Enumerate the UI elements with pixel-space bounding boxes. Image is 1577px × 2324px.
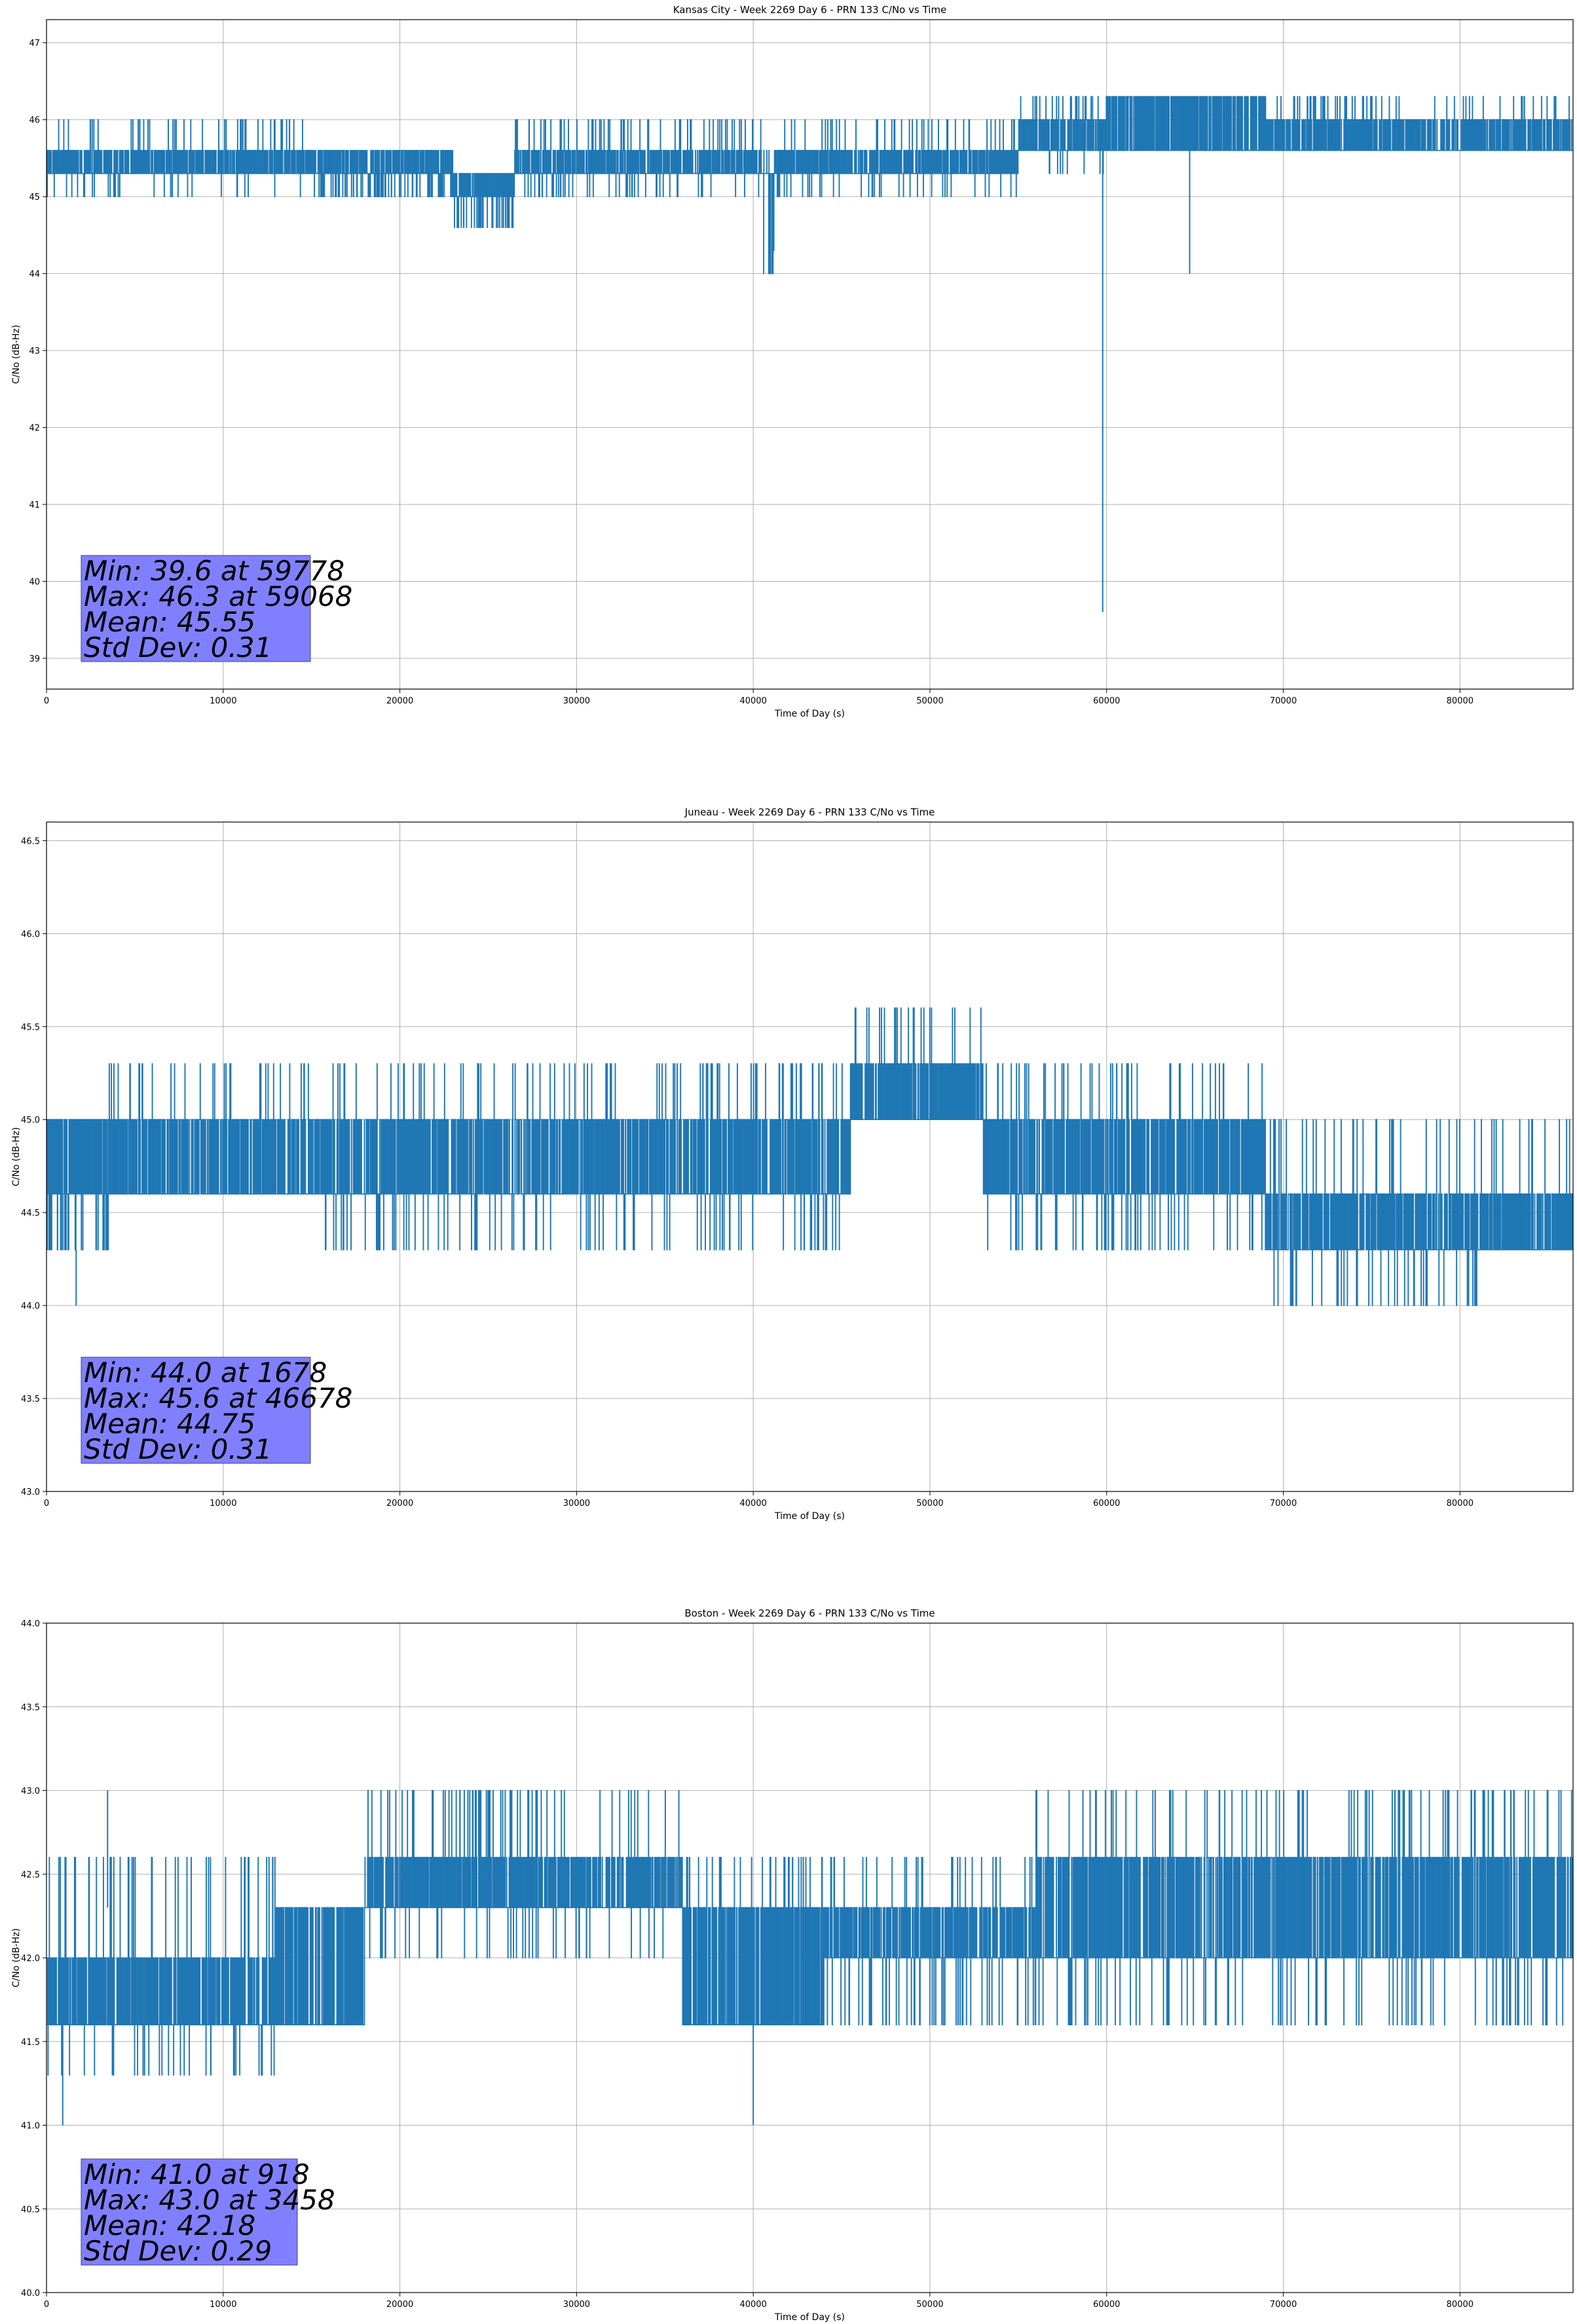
x-tick-label: 70000	[1270, 2300, 1297, 2310]
stats-line: Max: 45.6 at 46678	[84, 1382, 352, 1414]
x-tick-label: 30000	[563, 2300, 590, 2310]
y-tick-label: 44.5	[21, 1209, 40, 1218]
data-series-line	[46, 96, 1573, 274]
stats-line: Min: 39.6 at 59778	[84, 555, 344, 587]
y-tick-label: 40	[29, 578, 40, 588]
x-tick-label: 10000	[210, 2300, 236, 2310]
y-tick-label: 43	[29, 347, 40, 356]
y-tick-label: 39	[29, 654, 40, 664]
y-tick-label: 41.5	[21, 2038, 40, 2048]
x-axis-label: Time of Day (s)	[774, 2312, 845, 2323]
y-tick-label: 42.0	[21, 1954, 40, 1964]
stats-line: Std Dev: 0.31	[84, 631, 272, 664]
stats-line: Mean: 44.75	[84, 1408, 255, 1440]
y-axis-label: C/No (dB-Hz)	[11, 325, 22, 384]
y-tick-label: 43.0	[21, 1488, 40, 1497]
stats-box	[81, 555, 311, 662]
y-axis-label: C/No (dB-Hz)	[11, 1127, 22, 1186]
x-tick-label: 80000	[1447, 1499, 1474, 1509]
x-tick-label: 20000	[386, 1499, 413, 1509]
stats-box	[81, 1357, 311, 1464]
x-tick-label: 60000	[1093, 2300, 1120, 2310]
x-tick-label: 20000	[386, 2300, 413, 2310]
x-tick-label: 50000	[916, 2300, 943, 2310]
y-tick-label: 40.0	[21, 2289, 40, 2298]
stats-line: Min: 44.0 at 1678	[84, 1357, 327, 1389]
stats-line: Std Dev: 0.29	[84, 2235, 272, 2267]
x-tick-label: 0	[44, 1499, 49, 1509]
x-tick-label: 10000	[210, 696, 236, 706]
y-tick-label: 43.5	[21, 1703, 40, 1713]
y-tick-label: 46	[29, 116, 40, 126]
chart-title: Kansas City - Week 2269 Day 6 - PRN 133 …	[673, 4, 947, 16]
x-tick-label: 70000	[1270, 1499, 1297, 1509]
chart-panel	[43, 1622, 1574, 2296]
y-tick-label: 44.0	[21, 1302, 40, 1311]
x-tick-label: 20000	[386, 696, 413, 706]
data-series-line	[46, 1790, 1573, 2076]
x-axis-label: Time of Day (s)	[774, 709, 845, 719]
x-tick-label: 80000	[1447, 696, 1474, 706]
axes-frame	[46, 19, 1574, 690]
y-tick-label: 43.0	[21, 1787, 40, 1797]
chart-panel	[43, 19, 1574, 693]
stats-line: Std Dev: 0.31	[84, 1433, 272, 1465]
y-tick-label: 46.5	[21, 836, 40, 846]
y-tick-label: 41.0	[21, 2122, 40, 2131]
y-tick-label: 42.5	[21, 1870, 40, 1880]
y-tick-label: 45.0	[21, 1115, 40, 1125]
x-axis-label: Time of Day (s)	[774, 1511, 845, 1522]
x-tick-label: 70000	[1270, 696, 1297, 706]
x-tick-label: 30000	[563, 1499, 590, 1509]
stats-line: Mean: 45.55	[84, 606, 255, 638]
x-tick-label: 60000	[1093, 696, 1120, 706]
stats-line: Min: 41.0 at 918	[84, 2158, 310, 2190]
x-tick-label: 80000	[1447, 2300, 1474, 2310]
x-tick-label: 60000	[1093, 1499, 1120, 1509]
x-tick-label: 30000	[563, 696, 590, 706]
y-tick-label: 46.0	[21, 929, 40, 939]
x-tick-label: 0	[44, 2300, 49, 2310]
y-tick-label: 44.0	[21, 1619, 40, 1629]
y-tick-label: 40.5	[21, 2205, 40, 2215]
x-tick-label: 50000	[916, 696, 943, 706]
x-tick-label: 40000	[739, 1499, 766, 1509]
x-tick-label: 0	[44, 696, 49, 706]
stats-line: Max: 46.3 at 59068	[84, 580, 352, 612]
stats-box	[81, 2158, 298, 2266]
x-tick-label: 50000	[916, 1499, 943, 1509]
y-tick-label: 43.5	[21, 1395, 40, 1404]
y-tick-label: 42	[29, 424, 40, 434]
x-tick-label: 10000	[210, 1499, 236, 1509]
x-tick-label: 40000	[739, 696, 766, 706]
y-axis-label: C/No (dB-Hz)	[11, 1928, 22, 1987]
data-series-line	[46, 1007, 1573, 1306]
chart-title: Juneau - Week 2269 Day 6 - PRN 133 C/No …	[684, 806, 935, 818]
y-tick-label: 47	[29, 39, 40, 48]
y-tick-label: 44	[29, 270, 40, 280]
stats-line: Mean: 42.18	[84, 2209, 255, 2241]
y-tick-label: 45.5	[21, 1022, 40, 1032]
axes-frame	[46, 821, 1574, 1492]
y-tick-label: 45	[29, 193, 40, 202]
chart-title: Boston - Week 2269 Day 6 - PRN 133 C/No …	[684, 1607, 935, 1619]
chart-panel	[43, 821, 1574, 1495]
y-tick-label: 41	[29, 500, 40, 510]
stats-line: Max: 43.0 at 3458	[84, 2184, 335, 2216]
x-tick-label: 40000	[739, 2300, 766, 2310]
